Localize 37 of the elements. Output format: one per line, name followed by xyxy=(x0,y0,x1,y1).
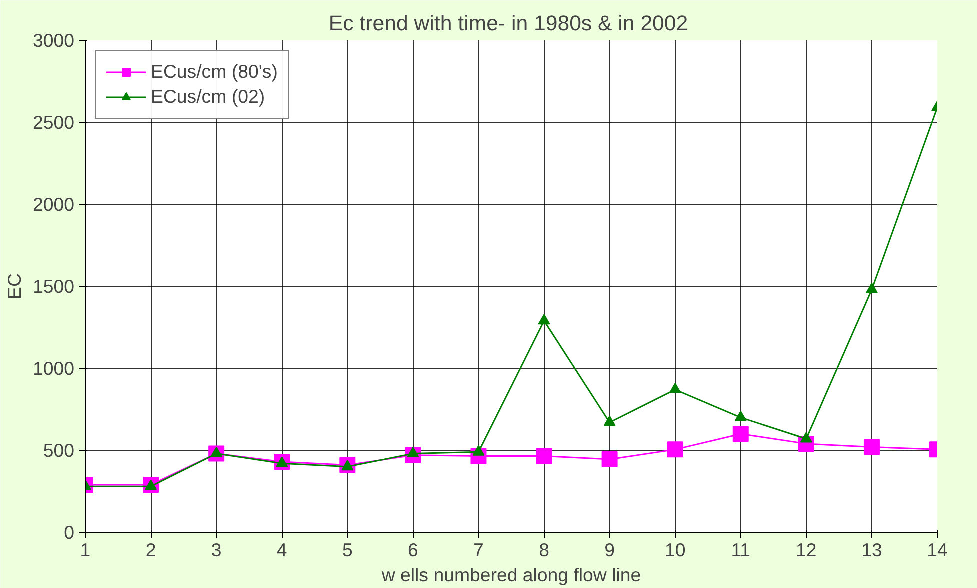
point xyxy=(732,426,749,442)
point xyxy=(536,448,552,464)
x-tick-label: 10 xyxy=(664,540,686,560)
x-tick-label: 5 xyxy=(342,540,353,560)
point xyxy=(538,314,550,325)
point xyxy=(669,382,682,394)
x-tick-label: 12 xyxy=(796,540,817,560)
x-tick-label: 3 xyxy=(211,540,222,560)
y-tick-label: 1000 xyxy=(32,358,75,379)
x-tick-label: 9 xyxy=(604,540,616,560)
y-tick-label: 2500 xyxy=(32,112,75,133)
y-tick-label: 3000 xyxy=(32,30,75,51)
x-tick-label: 2 xyxy=(146,540,156,560)
y-axis-title: EC xyxy=(4,274,25,300)
y-tick-label: 1500 xyxy=(32,276,75,297)
x-tick-label: 8 xyxy=(539,540,550,560)
x-tick-label: 14 xyxy=(927,540,948,560)
x-tick-label: 13 xyxy=(862,540,882,560)
legend-label: ECus/cm (80's) xyxy=(151,61,278,83)
x-tick-label: 11 xyxy=(731,540,751,560)
x-tick-label: 6 xyxy=(408,540,418,560)
point xyxy=(667,442,684,458)
point xyxy=(604,416,616,426)
legend-label: ECus/cm (02) xyxy=(151,86,266,108)
x-tick-label: 7 xyxy=(474,540,484,560)
point xyxy=(864,439,880,456)
point xyxy=(602,452,618,468)
point xyxy=(734,410,747,422)
chart-title: Ec trend with time- in 1980s & in 2002 xyxy=(328,12,688,36)
y-tick-label: 2000 xyxy=(32,194,75,215)
x-tick-label: 4 xyxy=(276,540,288,560)
x-axis-title: w ells numbered along flow line xyxy=(380,564,642,586)
point xyxy=(800,432,812,443)
y-tick-label: 0 xyxy=(64,522,75,543)
x-tick-label: 1 xyxy=(80,540,91,560)
point xyxy=(866,282,878,294)
y-tick-label: 500 xyxy=(43,440,75,461)
